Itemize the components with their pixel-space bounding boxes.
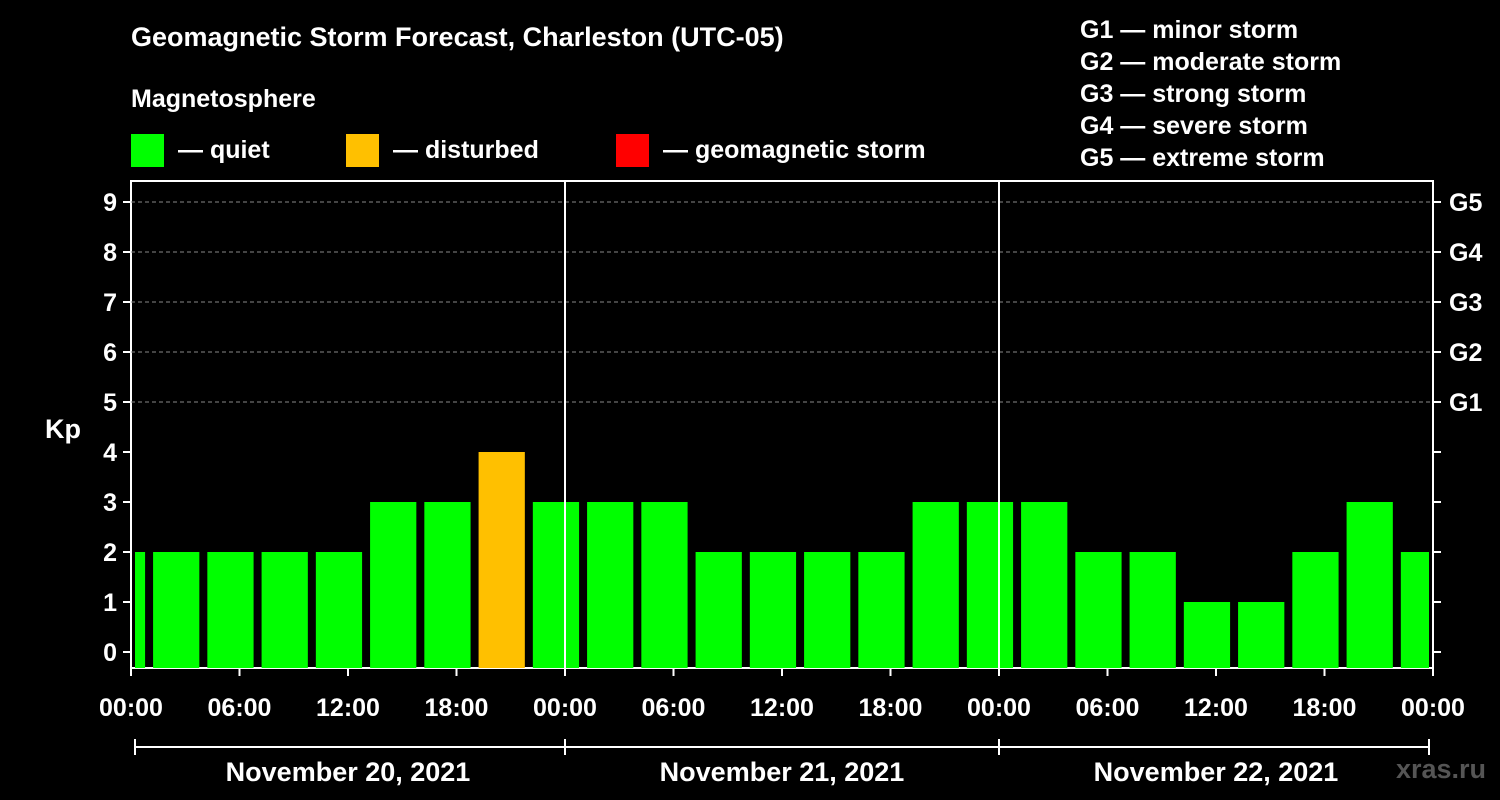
- storm-level-label: G4: [1449, 239, 1482, 267]
- kp-bar: [532, 502, 580, 668]
- kp-bar: [370, 502, 417, 668]
- y-tick-label: 4: [103, 439, 117, 467]
- storm-scale-g3: G3 — strong storm: [1080, 80, 1307, 108]
- x-tick-label: 00:00: [967, 694, 1031, 722]
- kp-bar: [858, 552, 905, 668]
- storm-level-label: G1: [1449, 389, 1482, 417]
- kp-bar: [695, 552, 742, 668]
- kp-bar: [749, 552, 797, 668]
- storm-level-label: G3: [1449, 289, 1482, 317]
- legend-label-storm: — geomagnetic storm: [663, 135, 926, 164]
- y-tick-label: 6: [103, 339, 117, 367]
- kp-bar: [135, 552, 146, 668]
- kp-bar: [587, 502, 634, 668]
- y-tick-label: 8: [103, 239, 117, 267]
- chart-title: Geomagnetic Storm Forecast, Charleston (…: [131, 22, 784, 52]
- y-axis-label: Kp: [45, 414, 81, 444]
- kp-bar: [153, 552, 200, 668]
- kp-bar: [1075, 552, 1122, 668]
- kp-bar: [1129, 552, 1176, 668]
- kp-bar: [1021, 502, 1068, 668]
- kp-bar: [912, 502, 959, 668]
- y-tick-label: 2: [103, 539, 117, 567]
- kp-bar: [1183, 602, 1231, 668]
- kp-bar: [1292, 552, 1339, 668]
- date-label: November 22, 2021: [1094, 757, 1339, 787]
- storm-level-label: G5: [1449, 189, 1482, 217]
- legend-swatch-quiet: [131, 133, 164, 167]
- kp-bar: [804, 552, 851, 668]
- storm-scale-g5: G5 — extreme storm: [1080, 144, 1325, 172]
- date-label: November 21, 2021: [660, 757, 905, 787]
- y-tick-label: 1: [103, 589, 117, 617]
- legend-item-disturbed: — disturbed: [346, 133, 539, 167]
- storm-level-label: G2: [1449, 339, 1482, 367]
- legend-swatch-storm: [616, 133, 649, 167]
- legend-swatch-disturbed: [346, 133, 379, 167]
- x-tick-label: 18:00: [859, 694, 923, 722]
- y-tick-label: 0: [103, 639, 117, 667]
- x-tick-label: 00:00: [1401, 694, 1465, 722]
- kp-bar: [478, 452, 525, 668]
- x-tick-label: 18:00: [1293, 694, 1357, 722]
- x-tick-label: 18:00: [425, 694, 489, 722]
- x-tick-label: 06:00: [1076, 694, 1140, 722]
- kp-bar: [207, 552, 254, 668]
- x-tick-label: 00:00: [533, 694, 597, 722]
- legend-item-storm: — geomagnetic storm: [616, 133, 926, 167]
- kp-bar: [261, 552, 308, 668]
- x-tick-label: 12:00: [750, 694, 814, 722]
- kp-bar: [1346, 502, 1393, 668]
- storm-scale-g2: G2 — moderate storm: [1080, 48, 1342, 76]
- kp-bar: [1400, 552, 1429, 668]
- watermark: xras.ru: [1395, 754, 1486, 784]
- x-tick-label: 12:00: [316, 694, 380, 722]
- storm-scale-g1: G1 — minor storm: [1080, 16, 1299, 44]
- y-tick-label: 3: [103, 489, 117, 517]
- x-tick-label: 06:00: [208, 694, 272, 722]
- kp-bar: [315, 552, 363, 668]
- y-tick-label: 9: [103, 189, 117, 217]
- x-tick-label: 06:00: [642, 694, 706, 722]
- legend-label-quiet: — quiet: [178, 135, 270, 164]
- storm-scale-g4: G4 — severe storm: [1080, 112, 1308, 140]
- date-label: November 20, 2021: [226, 757, 471, 787]
- legend-label-disturbed: — disturbed: [393, 135, 539, 164]
- kp-bar: [966, 502, 1014, 668]
- y-tick-label: 7: [103, 289, 117, 317]
- kp-bar: [1238, 602, 1285, 668]
- x-tick-label: 12:00: [1184, 694, 1248, 722]
- x-tick-label: 00:00: [99, 694, 163, 722]
- chart-subtitle: Magnetosphere: [131, 85, 316, 113]
- kp-bar: [641, 502, 688, 668]
- y-tick-label: 5: [103, 389, 117, 417]
- legend-item-quiet: — quiet: [131, 133, 270, 167]
- storm-scale-legend: G1 — minor storm G2 — moderate storm G3 …: [1080, 14, 1341, 174]
- kp-bar: [424, 502, 471, 668]
